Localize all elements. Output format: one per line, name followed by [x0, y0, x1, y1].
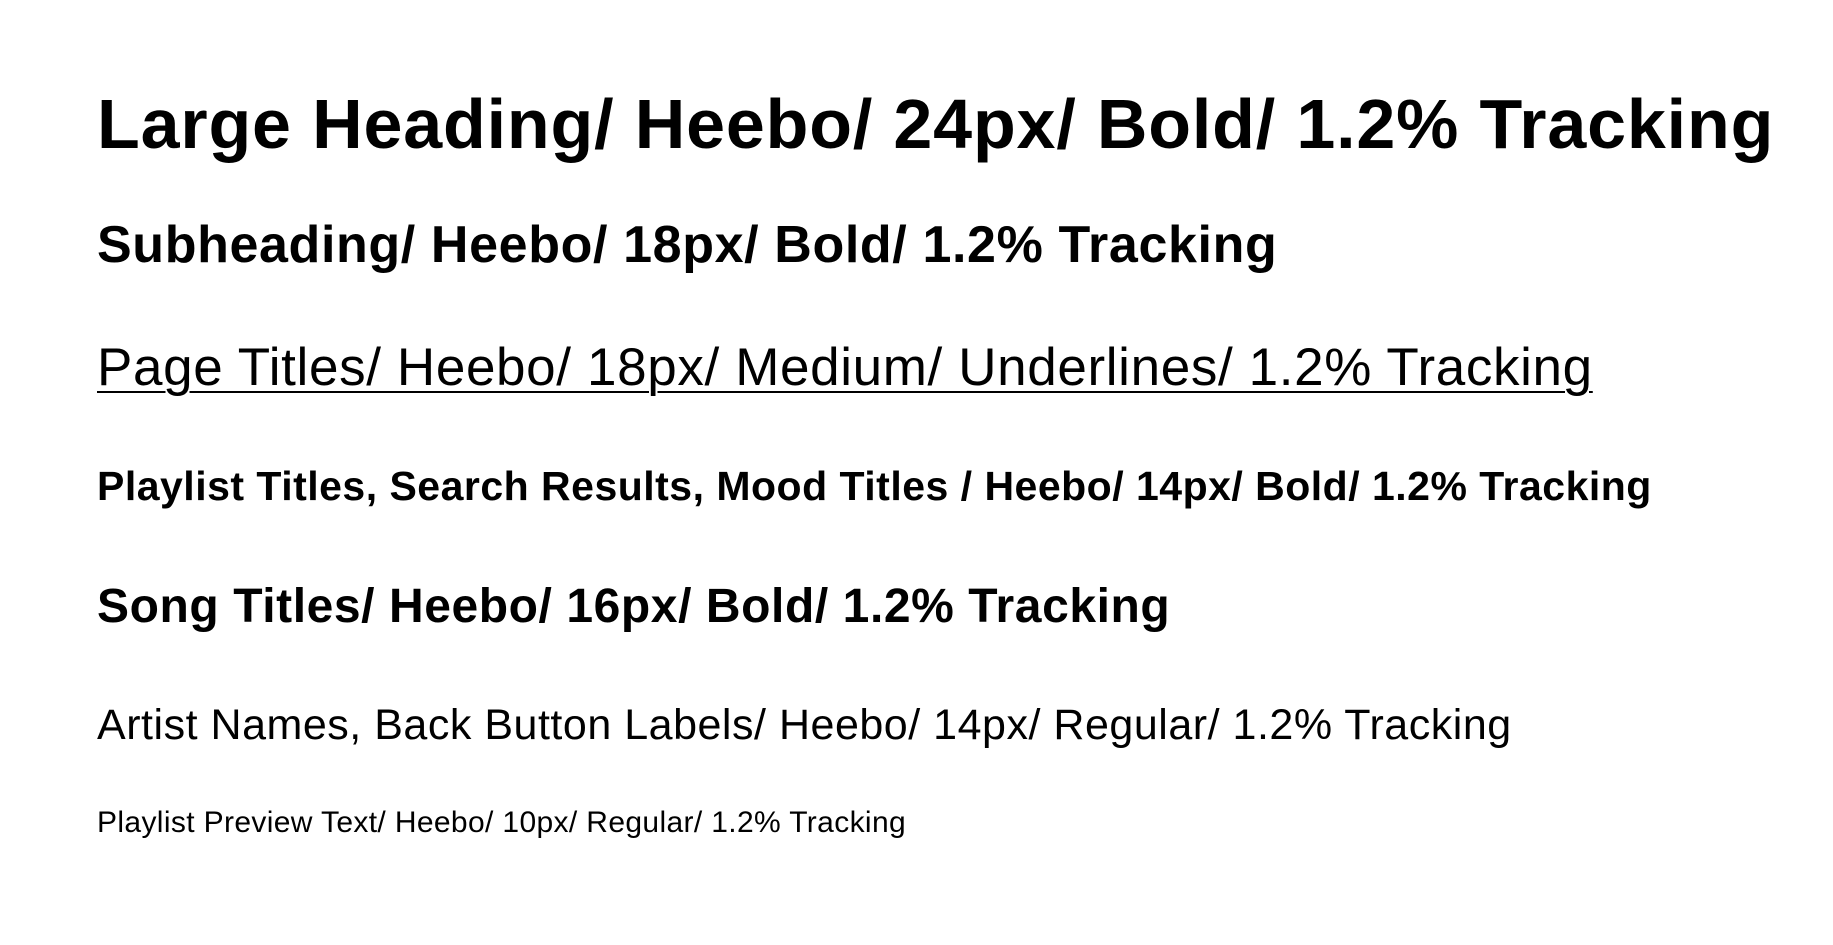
artist-names-spec: Artist Names, Back Button Labels/ Heebo/…	[97, 701, 1512, 749]
subheading-spec: Subheading/ Heebo/ 18px/ Bold/ 1.2% Trac…	[97, 216, 1278, 274]
playlist-titles-spec: Playlist Titles, Search Results, Mood Ti…	[97, 463, 1652, 509]
playlist-preview-text-spec: Playlist Preview Text/ Heebo/ 10px/ Regu…	[97, 806, 907, 839]
large-heading-spec: Large Heading/ Heebo/ 24px/ Bold/ 1.2% T…	[97, 85, 1775, 163]
song-titles-spec: Song Titles/ Heebo/ 16px/ Bold/ 1.2% Tra…	[97, 580, 1171, 633]
page-titles-spec: Page Titles/ Heebo/ 18px/ Medium/ Underl…	[97, 338, 1593, 397]
